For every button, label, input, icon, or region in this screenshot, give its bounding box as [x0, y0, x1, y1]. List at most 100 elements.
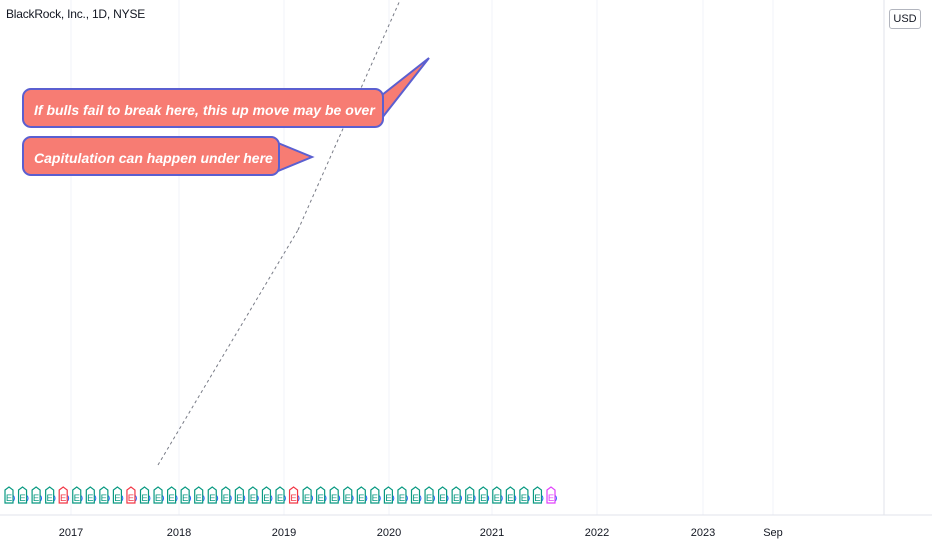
- earnings-marker-shape: [451, 486, 461, 504]
- earnings-marker-shape: [234, 486, 244, 504]
- earnings-marker-shape: [221, 486, 231, 504]
- annotation-bulls-text: If bulls fail to break here, this up mov…: [34, 102, 375, 118]
- earnings-marker-shape: [302, 486, 312, 504]
- earnings-marker: E: [331, 493, 337, 504]
- event-markers: DDDDDDDDDDDDDDDDDDDDDDDDDDDDDDDDDDDDDDDD…: [4, 486, 558, 505]
- annotation-callout-bulls[interactable]: If bulls fail to break here, this up mov…: [22, 88, 384, 128]
- earnings-marker: E: [168, 493, 174, 504]
- earnings-marker: E: [467, 493, 473, 504]
- earnings-marker-shape: [72, 486, 82, 504]
- earnings-marker-shape: [207, 486, 217, 504]
- time-axis-tick-label: 2021: [480, 527, 504, 539]
- earnings-marker: E: [277, 493, 283, 504]
- earnings-marker-shape: [99, 486, 109, 504]
- earnings-marker: E: [521, 493, 527, 504]
- earnings-marker-shape: [532, 486, 543, 504]
- earnings-marker: E: [345, 493, 351, 504]
- annotation-callout-capitulation[interactable]: Capitulation can happen under here: [22, 136, 280, 176]
- time-axis-tick-label: 2020: [377, 527, 401, 539]
- earnings-marker: E: [6, 493, 12, 504]
- earnings-marker: E: [385, 493, 391, 504]
- earnings-marker-shape: [288, 486, 299, 504]
- time-axis-tick-label: 2022: [585, 527, 609, 539]
- earnings-marker-shape: [153, 486, 163, 504]
- earnings-marker: E: [33, 493, 39, 504]
- earnings-marker: E: [141, 493, 147, 504]
- earnings-marker-shape: [45, 486, 55, 504]
- earnings-marker: E: [534, 493, 540, 504]
- earnings-marker: E: [263, 493, 269, 504]
- earnings-marker-shape: [275, 486, 285, 504]
- symbol-title[interactable]: BlackRock, Inc., 1D, NYSE: [6, 7, 146, 21]
- earnings-marker: E: [372, 493, 378, 504]
- earnings-marker-shape: [329, 486, 339, 504]
- earnings-marker: E: [507, 493, 513, 504]
- earnings-marker-shape: [194, 486, 204, 504]
- time-axis-tick-label: Sep: [763, 527, 783, 539]
- earnings-marker-shape: [370, 486, 380, 504]
- time-axis-tick-label: 2018: [167, 527, 191, 539]
- earnings-marker: E: [19, 493, 25, 504]
- earnings-marker: E: [155, 493, 161, 504]
- earnings-marker-shape: [465, 486, 475, 504]
- earnings-marker-shape: [248, 486, 258, 504]
- earnings-marker-shape: [112, 486, 122, 504]
- annotation-capitulation-text: Capitulation can happen under here: [34, 150, 273, 166]
- earnings-marker-shape: [58, 486, 68, 504]
- earnings-marker-shape: [180, 486, 190, 504]
- earnings-marker-shape: [546, 486, 556, 504]
- earnings-marker: E: [399, 493, 405, 504]
- earnings-marker-shape: [4, 486, 14, 504]
- earnings-marker-shape: [261, 486, 272, 504]
- earnings-marker-shape: [424, 486, 434, 504]
- earnings-marker-shape: [343, 486, 353, 504]
- earnings-marker-shape: [410, 486, 421, 504]
- earnings-marker: E: [223, 493, 229, 504]
- time-axis-background: [0, 515, 932, 550]
- time-axis-tick-label: 2017: [59, 527, 83, 539]
- earnings-marker-shape: [478, 486, 488, 504]
- earnings-marker: E: [453, 493, 459, 504]
- earnings-marker: E: [60, 493, 66, 504]
- earnings-marker: E: [101, 493, 107, 504]
- earnings-marker-shape: [139, 486, 150, 504]
- earnings-marker: E: [439, 493, 445, 504]
- earnings-marker: E: [209, 493, 215, 504]
- earnings-marker: E: [250, 493, 256, 504]
- earnings-marker: E: [74, 493, 80, 504]
- earnings-marker-shape: [519, 486, 529, 504]
- earnings-marker-shape: [438, 486, 448, 504]
- earnings-marker: E: [46, 493, 52, 504]
- earnings-marker-shape: [492, 486, 502, 504]
- price-axis-background: [884, 0, 932, 550]
- earnings-marker: E: [128, 493, 134, 504]
- earnings-marker-shape: [397, 486, 407, 504]
- earnings-marker: E: [182, 493, 188, 504]
- earnings-marker-shape: [316, 486, 326, 504]
- earnings-marker: E: [358, 493, 364, 504]
- earnings-marker-shape: [31, 486, 41, 504]
- earnings-marker-shape: [17, 486, 28, 504]
- earnings-marker: E: [426, 493, 432, 504]
- earnings-marker: E: [114, 493, 120, 504]
- earnings-marker-shape: [383, 486, 393, 504]
- earnings-marker: E: [236, 493, 242, 504]
- earnings-marker: E: [317, 493, 323, 504]
- earnings-marker-shape: [356, 486, 366, 504]
- earnings-marker: E: [196, 493, 202, 504]
- earnings-marker: E: [480, 493, 486, 504]
- earnings-marker-shape: [167, 486, 177, 504]
- earnings-marker: E: [548, 493, 554, 504]
- earnings-marker-shape: [505, 486, 515, 504]
- earnings-marker-shape: [126, 486, 136, 504]
- time-axis-tick-label: 2019: [272, 527, 296, 539]
- earnings-marker: E: [87, 493, 93, 504]
- earnings-marker: E: [304, 493, 310, 504]
- time-axis-tick-label: 2023: [691, 527, 715, 539]
- earnings-marker: E: [494, 493, 500, 504]
- earnings-marker: E: [412, 493, 418, 504]
- currency-button[interactable]: USD: [889, 9, 921, 29]
